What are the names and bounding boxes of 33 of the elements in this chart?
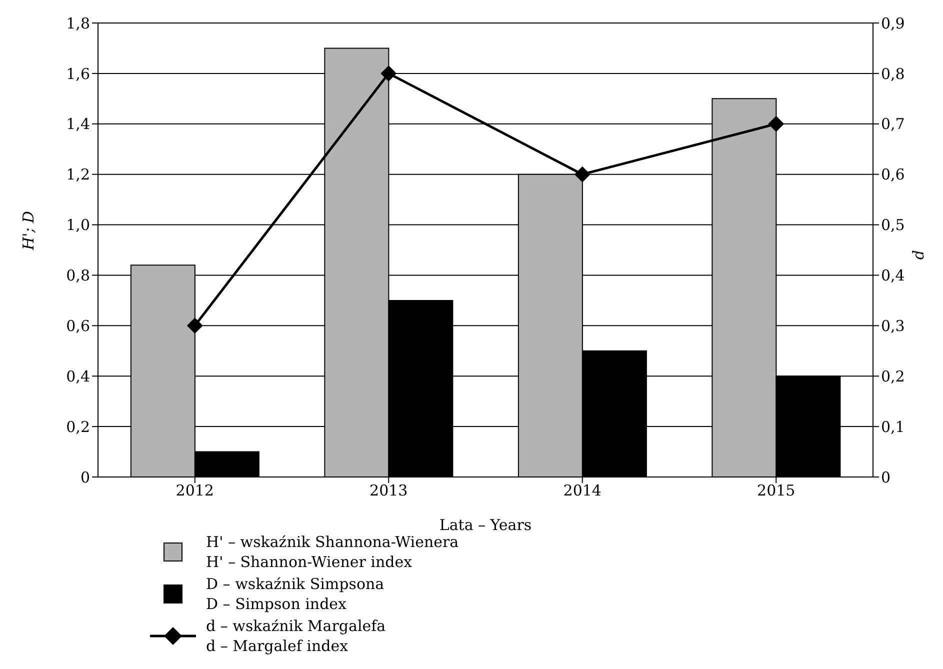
point (186, 318, 203, 334)
y-tick-label: 1,2 (66, 166, 90, 184)
y-tick-label: 1,8 (66, 14, 90, 32)
point (574, 166, 590, 182)
legend-label: d – wskaźnik Margalefa d – Margalef index (206, 616, 386, 656)
y-axis-title: H'; D (19, 210, 38, 251)
y2-tick-label: 0,9 (881, 14, 905, 32)
y2-tick-label: 0,3 (881, 316, 905, 335)
x-axis-title: Lata – Years (439, 516, 532, 534)
y2-tick-label: 0,8 (881, 64, 905, 83)
point (768, 116, 784, 132)
y-tick-label: 1,4 (66, 115, 90, 134)
y2-tick-label: 0 (881, 468, 891, 486)
y2-tick-label: 0,4 (881, 266, 905, 285)
x-tick-label: 2012 (176, 482, 214, 500)
point (380, 65, 397, 82)
y2-tick-label: 0,2 (881, 367, 905, 386)
x-tick-label: 2013 (370, 482, 408, 500)
y-tick-label: 1,6 (66, 64, 90, 83)
y2-tick-label: 0,1 (881, 418, 905, 436)
y-tick-label: 1,0 (66, 216, 90, 234)
y2-tick-label: 0,5 (881, 216, 905, 234)
x-tick-label: 2014 (563, 482, 602, 500)
y-tick-label: 0,6 (66, 316, 90, 335)
y-tick-label: 0,4 (66, 367, 90, 386)
y2-tick-label: 0,6 (881, 166, 905, 184)
x-tick-label: 2015 (757, 482, 796, 500)
y2-tick-label: 0,7 (881, 115, 905, 134)
y-tick-label: 0,8 (66, 266, 90, 285)
y2-axis-title: d (909, 250, 928, 260)
y-tick-label: 0,2 (66, 418, 90, 436)
y-tick-label: 0 (80, 468, 90, 486)
legend-label: H' – wskaźnik Shannona-Wienera H' – Shannon-Wiener index (206, 532, 459, 572)
